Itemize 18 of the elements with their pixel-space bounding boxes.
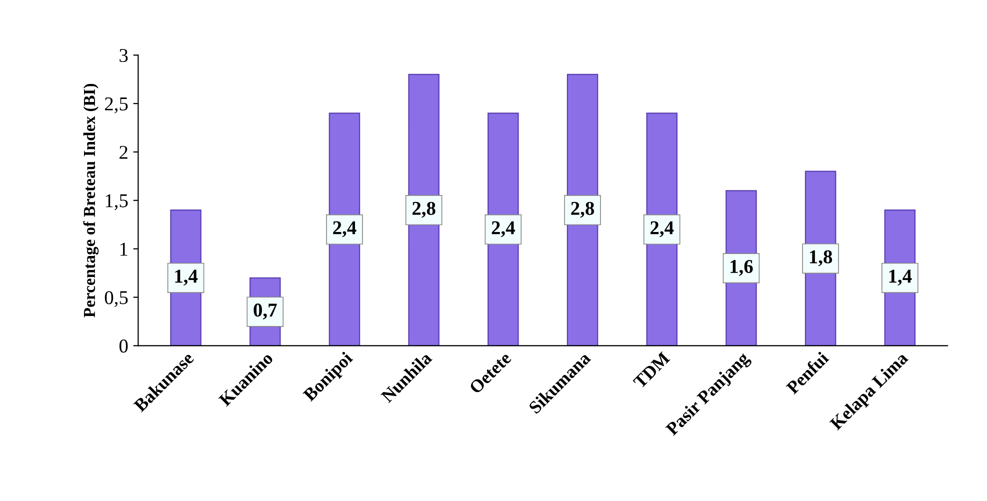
data-label: 1,6 <box>730 260 753 276</box>
y-tick-label: 0,5 <box>104 291 128 307</box>
y-tick-label: 0 <box>119 340 128 353</box>
y-tick-label: 3 <box>120 48 128 62</box>
data-label: 2,8 <box>571 202 594 218</box>
y-tick-label: 2,5 <box>105 97 128 114</box>
data-label: 1,4 <box>889 270 912 286</box>
y-tick-label: 2 <box>120 146 128 159</box>
y-tick-label: 1 <box>120 242 128 256</box>
data-label: 1,8 <box>810 250 832 266</box>
data-label: 2,4 <box>492 221 515 238</box>
data-label: 2,4 <box>333 221 356 238</box>
y-tick-label: 1,5 <box>106 194 128 210</box>
data-label: 0,7 <box>254 304 277 320</box>
data-label: 2,8 <box>412 202 436 218</box>
y-axis-title: Percentage of Breteau Index (BI) <box>83 84 99 318</box>
data-label: 2,4 <box>650 221 674 238</box>
data-label: 1,4 <box>175 270 198 286</box>
